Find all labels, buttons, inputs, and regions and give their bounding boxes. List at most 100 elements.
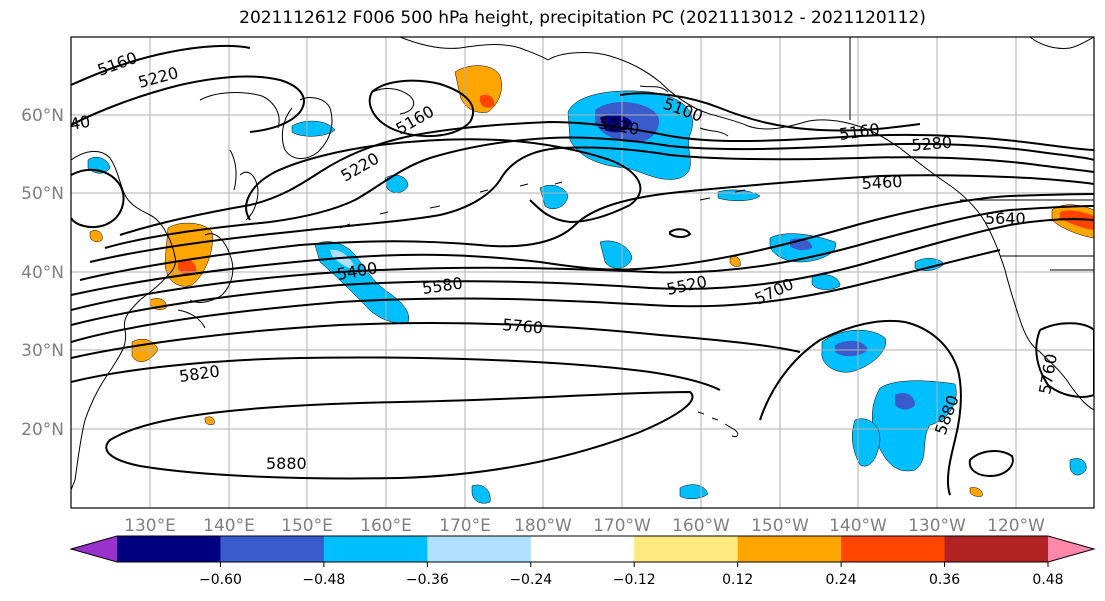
contour-5760-east [1035,322,1094,398]
lon-label: 160°E [360,516,412,536]
contour-5100 [619,92,921,132]
colorbar-segments [69,535,1096,563]
colorbar: −0.60 −0.48 −0.36 −0.24 −0.12 0.12 0.24 0.36 0.4… [69,535,1096,588]
precip-neg-j [852,418,881,467]
longitude-labels: 130°E 140°E 150°E 160°E 170°E 180°W 170°… [124,516,1045,536]
contour-5160-low [368,79,475,138]
contour-5760-west [71,322,801,359]
lon-label: 140°E [203,516,255,536]
colorbar-segment [634,536,739,562]
colorbar-tick-label: −0.36 [406,572,449,588]
colorbar-tick-label: −0.24 [509,572,552,588]
coast-japan [177,171,259,329]
colorbar-segment [737,536,842,562]
precip-neg-l [471,484,491,504]
colorbar-segment [323,536,428,562]
contour-label: 5760 [502,315,544,337]
precip-neg-i-core [895,393,915,410]
lon-label: 170°W [593,516,651,536]
colorbar-segment [841,536,946,562]
lon-label: 130°E [124,516,176,536]
lon-label: 130°W [908,516,966,536]
contour-5880-south [105,390,694,480]
contour-label: 5460 [861,172,903,193]
colorbar-tick-label: 0.36 [929,572,960,588]
contour-label: 5880 [266,454,307,473]
contour-east-small [968,450,1014,478]
height-contours [71,44,1094,496]
contour-5040-small [669,228,692,238]
contour-5520 [71,193,1094,296]
precip-pos-i [969,487,983,497]
lon-label: 170°E [439,516,491,536]
contour-label: 5640 [985,209,1026,228]
colorbar-extend-high [1048,536,1094,562]
precip-shading [87,65,1094,504]
map-frame [70,36,1095,509]
precip-pos-a-core [480,94,495,108]
contour-label: 40 [68,112,91,134]
contour-5160-north [71,44,251,86]
contour-label: 5280 [911,133,953,155]
lat-label: 30°N [21,341,64,361]
precip-neg-band [314,241,410,324]
colorbar-tick-label: −0.48 [302,572,345,588]
contour-west-lows [71,168,125,228]
colorbar-outline [69,535,1096,563]
precip-neg-band-light [330,249,355,269]
colorbar-tick-label: 0.12 [722,572,753,588]
colorbar-segment [944,536,1049,562]
colorbar-extend-low [71,536,117,562]
lat-label: 40°N [21,263,64,283]
lon-label: 160°W [672,516,730,536]
colorbar-segment [530,536,635,562]
precip-neg-d [291,120,336,137]
lon-label: 150°E [281,516,333,536]
contour-east-trough [759,319,962,496]
contour-5640 [71,218,1094,326]
coast-canada-border [960,199,1094,271]
colorbar-segment [427,536,532,562]
map-title: 2021112612 F006 500 hPa height, precipit… [239,8,926,28]
lat-label: 50°N [21,184,64,204]
lon-label: 150°W [751,516,809,536]
gridlines [71,37,1094,508]
precip-neg-h-core [835,340,868,357]
contour-5460 [79,174,1094,281]
precip-pos-g [204,416,215,425]
coast-russia-north [371,37,549,115]
colorbar-tick-label: 0.24 [826,572,857,588]
precip-neg-f [811,274,841,290]
colorbar-tick-label: −0.60 [199,572,242,588]
lat-label: 20°N [21,420,64,440]
contour-5280 [119,120,1094,236]
latitude-labels: 60°N 50°N 40°N 30°N 20°N [21,106,64,440]
precip-pos-h [729,256,741,267]
lat-label: 60°N [21,106,64,126]
colorbar-ticks: −0.60 −0.48 −0.36 −0.24 −0.12 0.12 0.24 0.36 0.4… [199,562,1064,588]
contour-5340 [104,136,1094,249]
precip-neg-b [599,240,633,269]
colorbar-tick-label: −0.12 [613,572,656,588]
colorbar-segment [117,536,221,562]
contour-5220-north [71,75,305,133]
precip-neg-a [539,185,569,209]
contour-labels: 5160 5220 40 5160 5220 5220 5100 5160 52… [68,48,1061,473]
coast-okhotsk [199,92,280,191]
contour-5700 [71,249,1001,343]
coast-hawaii [697,411,739,437]
contour-5220-ring [245,138,642,224]
lon-label: 140°W [829,516,887,536]
precip-pos-e [89,230,103,242]
contour-5580 [71,205,1094,311]
lon-label: 180°W [514,516,572,536]
coast-alaska [547,52,901,149]
lon-label: 120°W [987,516,1045,536]
contour-5820 [71,356,721,391]
coast-kamchatka [281,97,333,159]
coast-namerica [849,37,1094,411]
precip-pos-b [164,222,213,287]
precip-neg-n [1069,458,1087,476]
colorbar-tick-label: 0.48 [1032,572,1063,588]
